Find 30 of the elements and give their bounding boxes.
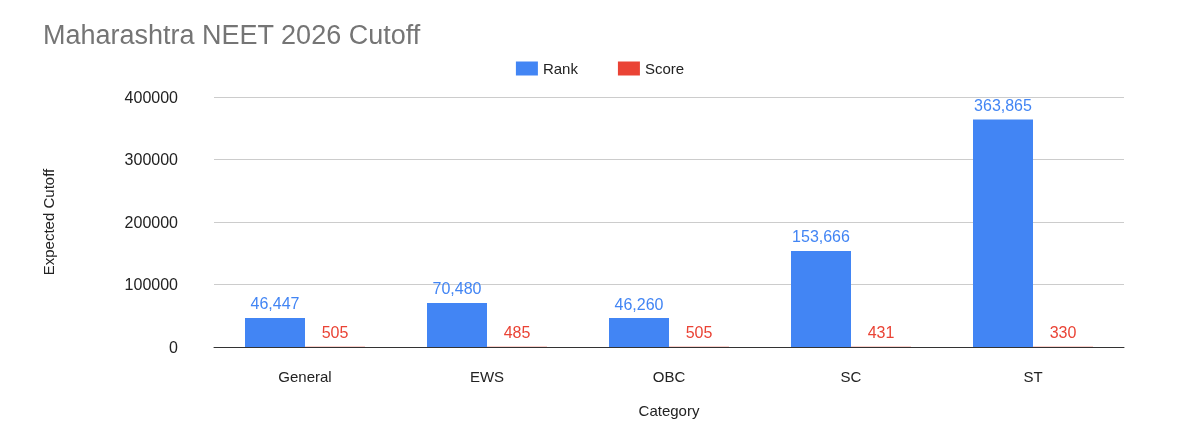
- bar: [609, 318, 669, 347]
- x-tick-label: SC: [840, 368, 862, 385]
- data-label: 153,666: [792, 228, 851, 246]
- legend-label: Score: [644, 60, 685, 77]
- y-axis-title: Expected Cutoff: [40, 167, 57, 276]
- data-label: 505: [685, 324, 713, 342]
- bar: [427, 302, 487, 347]
- y-tick-label: 100000: [124, 276, 179, 293]
- legend-label: Rank: [542, 60, 579, 77]
- data-label: 505: [321, 324, 349, 342]
- x-axis-title: Category: [638, 402, 700, 419]
- data-label: 431: [867, 324, 895, 342]
- bar: [245, 317, 305, 347]
- x-tick-label: General: [278, 368, 332, 385]
- bar: [791, 250, 851, 347]
- y-tick-label: 0: [169, 338, 179, 356]
- data-label: 330: [1049, 324, 1077, 342]
- y-tick-label: 400000: [124, 88, 179, 106]
- x-tick-label: ST: [1023, 368, 1043, 385]
- chart-title: Maharashtra NEET 2026 Cutoff: [43, 19, 421, 50]
- data-label: 363,865: [974, 97, 1033, 115]
- bar: [973, 119, 1033, 347]
- data-label: 46,447: [250, 295, 300, 313]
- data-label: 485: [503, 324, 531, 342]
- x-tick-label: OBC: [652, 368, 686, 385]
- y-tick-label: 200000: [124, 213, 179, 231]
- data-label: 70,480: [432, 280, 482, 298]
- data-label: 46,260: [614, 295, 664, 313]
- y-tick-label: 300000: [124, 151, 179, 168]
- x-tick-label: EWS: [469, 368, 505, 385]
